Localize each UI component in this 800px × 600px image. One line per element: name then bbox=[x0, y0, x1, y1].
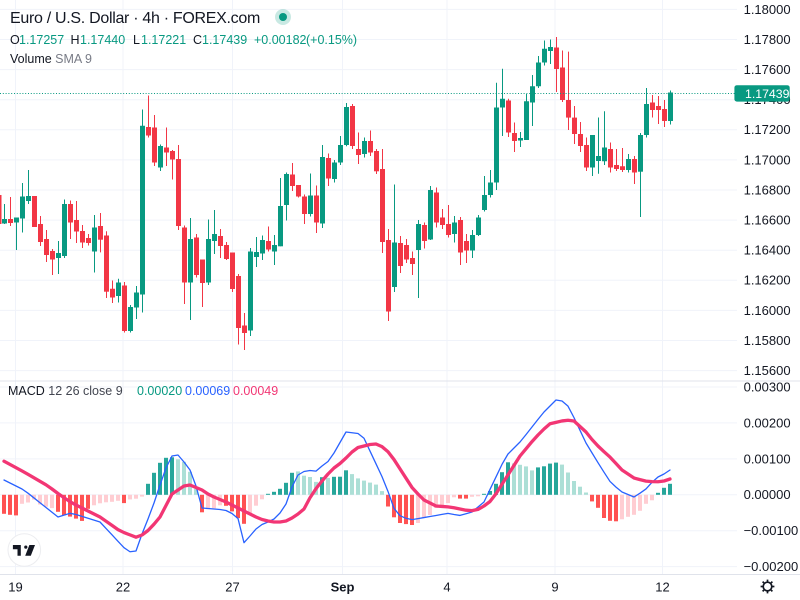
svg-text:1.16200: 1.16200 bbox=[744, 273, 791, 288]
svg-text:Sep: Sep bbox=[331, 579, 355, 594]
svg-text:−0.00100: −0.00100 bbox=[744, 523, 799, 538]
svg-text:MACD 12 26 close 9: MACD 12 26 close 9 bbox=[8, 384, 123, 398]
svg-text:0.00049: 0.00049 bbox=[233, 384, 278, 398]
svg-text:1.16000: 1.16000 bbox=[744, 303, 791, 318]
svg-text:19: 19 bbox=[8, 579, 22, 594]
svg-text:12: 12 bbox=[655, 579, 669, 594]
svg-text:1.17000: 1.17000 bbox=[744, 152, 791, 167]
svg-text:0.00100: 0.00100 bbox=[744, 451, 791, 466]
svg-text:Volume SMA 9: Volume SMA 9 bbox=[10, 52, 92, 66]
svg-text:1.17200: 1.17200 bbox=[744, 122, 791, 137]
svg-text:1.17439: 1.17439 bbox=[745, 87, 790, 101]
svg-text:27: 27 bbox=[225, 579, 239, 594]
svg-text:−0.00200: −0.00200 bbox=[744, 559, 799, 574]
svg-text:1.15600: 1.15600 bbox=[744, 363, 791, 378]
svg-text:0.00000: 0.00000 bbox=[744, 487, 791, 502]
svg-text:0.00200: 0.00200 bbox=[744, 415, 791, 430]
svg-text:0.00300: 0.00300 bbox=[744, 379, 791, 394]
svg-text:1.16600: 1.16600 bbox=[744, 213, 791, 228]
svg-text:0.00020: 0.00020 bbox=[137, 384, 182, 398]
svg-text:1.18000: 1.18000 bbox=[744, 2, 791, 17]
svg-text:1.16400: 1.16400 bbox=[744, 243, 791, 258]
svg-text:4: 4 bbox=[443, 579, 450, 594]
svg-text:1.16800: 1.16800 bbox=[744, 182, 791, 197]
svg-text:0.00069: 0.00069 bbox=[185, 384, 230, 398]
svg-text:Euro / U.S. Dollar · 4h · FORE: Euro / U.S. Dollar · 4h · FOREX.com bbox=[10, 10, 260, 27]
svg-text:22: 22 bbox=[116, 579, 130, 594]
svg-text:1.17600: 1.17600 bbox=[744, 62, 791, 77]
svg-text:9: 9 bbox=[551, 579, 558, 594]
svg-text:1.17800: 1.17800 bbox=[744, 32, 791, 47]
svg-text:1.15800: 1.15800 bbox=[744, 333, 791, 348]
